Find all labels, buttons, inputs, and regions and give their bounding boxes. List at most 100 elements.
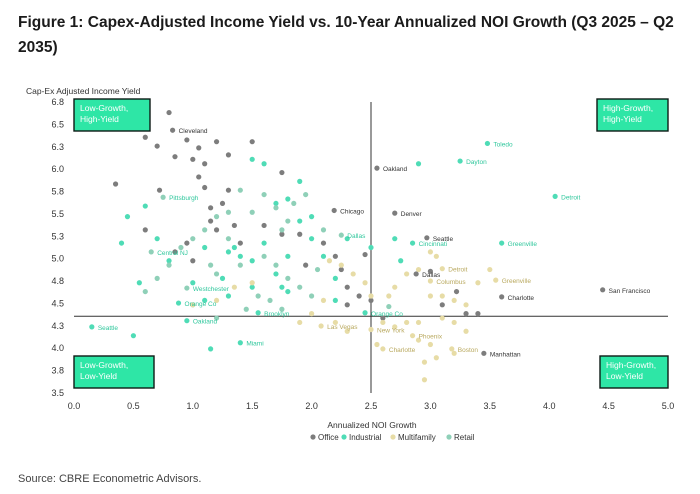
office-point <box>172 249 178 255</box>
retail-point <box>273 205 279 211</box>
y-tick-label: 5.3 <box>51 231 64 241</box>
quadrant-label-text: Low-Growth, <box>80 103 128 113</box>
multifamily-point <box>297 319 303 326</box>
office-point <box>190 156 196 162</box>
industrial-point <box>285 196 291 202</box>
x-tick-label: 1.0 <box>187 401 200 411</box>
office-point <box>344 284 350 290</box>
office-point <box>424 235 430 241</box>
office-point <box>303 262 309 268</box>
industrial-point <box>457 158 463 164</box>
point-label: Boston <box>458 347 479 354</box>
y-tick-label: 6.8 <box>51 97 64 107</box>
office-point <box>261 222 267 229</box>
multifamily-point <box>475 280 481 286</box>
office-point <box>320 240 327 246</box>
industrial-point <box>130 333 136 339</box>
multifamily-point <box>231 284 237 290</box>
multifamily-point <box>433 253 439 259</box>
legend-label: Retail <box>454 433 475 442</box>
retail-point <box>225 209 232 215</box>
office-point <box>213 139 220 145</box>
office-point <box>368 297 374 304</box>
industrial-point <box>273 271 279 277</box>
quadrant-labels: Low-Growth,High-Yield High-Growth, High-Yi… <box>73 98 669 389</box>
retail-point <box>178 244 184 251</box>
retail-point <box>285 218 291 224</box>
office-point <box>249 139 255 145</box>
industrial-point <box>297 178 303 184</box>
x-tick-label: 3.5 <box>484 401 497 411</box>
industrial-point <box>219 275 226 281</box>
industrial-point <box>237 253 243 259</box>
industrial-point <box>249 156 255 162</box>
industrial-point <box>297 218 303 224</box>
point-label: Cleveland <box>179 128 208 135</box>
office-point <box>297 231 303 237</box>
retail-point <box>338 232 344 238</box>
office-point <box>380 315 386 321</box>
office-point <box>475 311 481 317</box>
x-tick-label: 0.5 <box>127 401 140 411</box>
legend-label: Multifamily <box>398 433 436 442</box>
multifamily-point <box>451 350 457 356</box>
point-label: Dayton <box>466 159 487 166</box>
quadrant-label-text: Low-Yield <box>80 371 117 381</box>
multifamily-point <box>427 249 433 255</box>
industrial-point <box>261 240 267 246</box>
y-tick-label: 4.5 <box>51 298 64 308</box>
legend-label: Industrial <box>349 433 382 442</box>
multifamily-point <box>439 315 445 321</box>
industrial-point <box>175 300 182 306</box>
point-label: Detroit <box>561 194 580 201</box>
multifamily-point <box>374 341 380 348</box>
point-labels: Cleveland Oakland Toledo Dayton Pittsburgh De… <box>98 128 651 358</box>
office-point <box>392 210 398 216</box>
retail-point <box>160 194 166 200</box>
industrial-point <box>392 236 398 242</box>
quadrant-label-box: Low-Growth,High-Yield <box>73 98 151 132</box>
multifamily-point <box>318 323 324 329</box>
quadrant-label-text: High-Growth, <box>606 360 656 370</box>
office-point <box>184 240 190 246</box>
industrial-point <box>124 214 131 220</box>
office-point <box>225 152 232 158</box>
legend-marker <box>341 434 347 440</box>
industrial-point <box>484 140 491 147</box>
industrial-point <box>398 258 404 264</box>
multifamily-point <box>249 280 255 286</box>
office-point <box>184 137 190 143</box>
point-label: Las Vegas <box>327 324 358 331</box>
quadrant-box <box>73 98 151 132</box>
multifamily-point <box>380 346 386 352</box>
multifamily-point <box>427 278 433 284</box>
retail-point <box>255 293 261 299</box>
quadrant-label-box: Low-Growth,Low-Yield <box>73 355 155 389</box>
retail-point <box>320 227 327 233</box>
industrial-point <box>285 288 291 295</box>
point-label: Manhattan <box>490 351 521 358</box>
multifamily-point <box>404 319 410 326</box>
industrial-point <box>166 258 172 264</box>
quadrant-label-text: High-Yield <box>603 114 642 124</box>
industrial-point <box>154 236 160 242</box>
y-tick-label: 5.5 <box>51 209 64 219</box>
retail-point <box>267 297 273 304</box>
x-tick-label: 0.0 <box>68 401 81 411</box>
y-tick-label: 6.5 <box>51 119 64 129</box>
office-point <box>279 169 285 176</box>
multifamily-point <box>427 341 433 348</box>
multifamily-point <box>362 280 368 286</box>
retail-point <box>279 227 285 233</box>
retail-point <box>237 187 243 193</box>
point-label: Central NJ <box>157 250 188 257</box>
multifamily-point <box>326 258 333 264</box>
office-point <box>338 266 344 273</box>
industrial-point <box>225 249 232 255</box>
office-point <box>481 350 487 356</box>
industrial-point <box>332 275 338 281</box>
industrial-point <box>499 240 505 246</box>
point-label: Westchester <box>193 286 230 293</box>
retail-point <box>154 275 160 281</box>
